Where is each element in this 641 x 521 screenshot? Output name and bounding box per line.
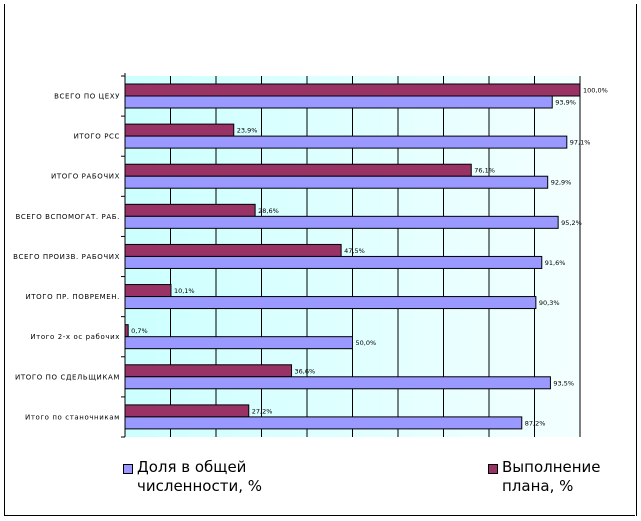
bar-plan	[124, 364, 293, 378]
category-label: Итого по станочникам	[25, 413, 120, 421]
category-label: Итого 2-х ос рабочих	[30, 333, 120, 341]
bar-share	[124, 376, 551, 390]
data-label: 27,2%	[252, 407, 273, 415]
data-label: 100,0%	[583, 87, 608, 95]
bar-plan	[124, 324, 129, 338]
legend-share-line2: численности, %	[137, 477, 262, 495]
bar-share	[124, 296, 537, 310]
data-label: 87,2%	[525, 419, 546, 427]
data-label: 93,5%	[553, 379, 574, 387]
data-label: 28,6%	[258, 207, 279, 215]
bar-share	[124, 95, 553, 109]
data-label: 10,1%	[174, 287, 195, 295]
data-label: 95,2%	[561, 219, 582, 227]
bar-plan	[124, 284, 172, 298]
bar-plan	[124, 404, 250, 418]
data-label: 97,1%	[570, 139, 591, 147]
data-label: 50,0%	[356, 339, 377, 347]
bar-share	[124, 215, 559, 229]
data-label: 47,5%	[344, 247, 365, 255]
chart-border-right	[636, 4, 637, 516]
data-label: 92,9%	[551, 179, 572, 187]
legend-plan: Выполнение плана, %	[502, 458, 601, 496]
category-label: ВСЕГО ПО ЦЕХУ	[54, 93, 120, 101]
category-label: ВСЕГО ПРОИЗВ. РАБОЧИХ	[13, 253, 120, 261]
category-label: ВСЕГО ВСПОМОГАТ. РАБ.	[15, 213, 120, 221]
data-label: 91,6%	[545, 259, 566, 267]
bar-share	[124, 175, 549, 189]
bar-plan	[124, 243, 342, 257]
data-label: 36,6%	[295, 367, 316, 375]
category-label: ИТОГО ПР. ПОВРЕМЕН.	[25, 293, 120, 301]
bar-share	[124, 255, 543, 269]
data-label: 0,7%	[131, 327, 148, 335]
bar-share	[124, 336, 353, 350]
bar-share	[124, 416, 523, 430]
data-label: 76,1%	[474, 167, 495, 175]
legend-share-line1: Доля в общей	[137, 458, 247, 476]
bar-plan	[124, 123, 235, 137]
legend-plan-line1: Выполнение	[502, 458, 601, 476]
bar-plan	[124, 203, 256, 217]
bar-plan	[124, 83, 581, 97]
data-label: 23,9%	[237, 127, 258, 135]
legend-swatch-share	[123, 464, 133, 474]
chart-border	[4, 4, 635, 516]
data-label: 90,3%	[539, 299, 560, 307]
category-label: ИТОГО РСС	[74, 133, 120, 141]
category-label: ИТОГО ПО СДЕЛЬЩИКАМ	[15, 373, 120, 381]
legend-plan-line2: плана, %	[502, 477, 574, 495]
legend-swatch-plan	[488, 464, 498, 474]
category-label: ИТОГО РАБОЧИХ	[51, 173, 120, 181]
bar-plan	[124, 163, 472, 177]
legend-share: Доля в общей численности, %	[137, 458, 262, 496]
bar-share	[124, 135, 568, 149]
data-label: 93,9%	[555, 99, 576, 107]
